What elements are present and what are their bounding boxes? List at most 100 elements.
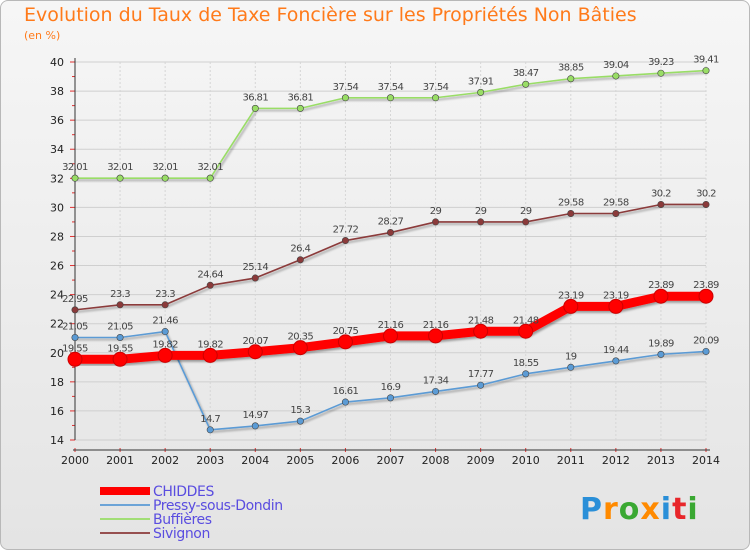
data-point <box>428 328 444 344</box>
data-label: 18.55 <box>513 358 539 369</box>
data-label: 19.82 <box>197 339 223 350</box>
data-point <box>206 426 214 434</box>
data-point <box>563 298 579 314</box>
axes: 14 16 18 20 22 24 26 28 30 32 34 36 38 40 2000 2001 2002… <box>50 56 720 467</box>
x-tick-label: 2010 <box>512 454 540 467</box>
y-tick-label: 14 <box>50 434 64 447</box>
data-label: 19 <box>565 351 577 362</box>
y-tick-label: 26 <box>50 260 64 273</box>
legend-label: Buffières <box>153 512 212 528</box>
data-label: 39.41 <box>693 55 719 66</box>
data-point <box>112 351 128 367</box>
data-point <box>116 334 124 342</box>
x-tick-label: 2013 <box>647 454 675 467</box>
data-point <box>522 80 530 88</box>
data-label: 20.75 <box>333 326 359 337</box>
data-label: 23.3 <box>110 289 130 300</box>
data-label: 37.54 <box>378 82 404 93</box>
data-point <box>341 237 349 245</box>
data-point <box>567 363 575 371</box>
y-tick-label: 32 <box>50 172 64 185</box>
x-tick-label: 2014 <box>692 454 720 467</box>
data-point <box>432 94 440 102</box>
data-point <box>698 288 714 304</box>
y-tick-label: 24 <box>50 289 64 302</box>
data-point <box>657 350 665 358</box>
data-label: 37.54 <box>423 82 449 93</box>
y-tick-label: 16 <box>50 405 64 418</box>
data-label: 17.34 <box>423 375 449 386</box>
data-label: 28.27 <box>378 217 404 228</box>
x-tick-label: 2003 <box>196 454 224 467</box>
data-label: 23.19 <box>558 290 584 301</box>
y-tick-label: 34 <box>50 143 64 156</box>
data-point <box>657 69 665 77</box>
y-tick-label: 22 <box>50 318 64 331</box>
data-label: 20.35 <box>288 332 314 343</box>
data-label: 38.47 <box>513 68 539 79</box>
data-label: 23.89 <box>648 280 674 291</box>
data-point <box>341 94 349 102</box>
data-point <box>157 347 173 363</box>
data-label: 14.7 <box>200 414 220 425</box>
x-tick-label: 2005 <box>286 454 314 467</box>
data-labels: 19.55 19.55 19.82 19.82 20.07 20.35 20.75 21.16… <box>62 55 719 425</box>
data-point <box>251 274 259 282</box>
data-label: 29.58 <box>603 197 629 208</box>
data-label: 32.01 <box>62 162 88 173</box>
data-label: 36.81 <box>242 92 268 103</box>
data-point <box>296 104 304 112</box>
data-point <box>292 340 308 356</box>
data-label: 24.64 <box>197 269 223 280</box>
x-tick-label: 2002 <box>151 454 179 467</box>
data-point <box>702 347 710 355</box>
data-label: 16.9 <box>381 382 401 393</box>
data-label: 30.2 <box>651 188 671 199</box>
data-point <box>202 347 218 363</box>
series-layer <box>67 67 714 434</box>
data-label: 19.89 <box>648 338 674 349</box>
data-label: 23.19 <box>603 290 629 301</box>
data-point <box>386 394 394 402</box>
data-point <box>432 387 440 395</box>
data-point <box>386 229 394 237</box>
data-label: 21.16 <box>378 320 404 331</box>
logo-letter: P <box>580 492 603 527</box>
data-label: 15.3 <box>290 405 310 416</box>
data-label: 20.09 <box>693 335 719 346</box>
data-point <box>71 174 79 182</box>
data-label: 14.97 <box>242 410 268 421</box>
data-point <box>702 200 710 208</box>
legend-label: Pressy-sous-Dondin <box>153 498 283 514</box>
data-point <box>612 72 620 80</box>
data-point <box>386 94 394 102</box>
data-label: 26.4 <box>290 244 310 255</box>
data-point <box>567 75 575 83</box>
data-label: 19.82 <box>152 339 178 350</box>
data-label: 21.16 <box>423 320 449 331</box>
x-tick-label: 2001 <box>106 454 134 467</box>
data-label: 21.48 <box>468 315 494 326</box>
logo-letter: x <box>640 492 661 527</box>
data-label: 17.77 <box>468 369 494 380</box>
data-point <box>251 104 259 112</box>
data-point <box>337 334 353 350</box>
y-tick-label: 38 <box>50 85 64 98</box>
proxiti-logo: Proxiti <box>580 492 699 527</box>
data-label: 21.48 <box>513 315 539 326</box>
legend-label: CHIDDES <box>153 484 214 500</box>
data-point <box>161 301 169 309</box>
data-label: 21.05 <box>62 322 88 333</box>
data-label: 37.54 <box>333 82 359 93</box>
data-point <box>341 398 349 406</box>
data-label: 32.01 <box>152 162 178 173</box>
data-label: 36.81 <box>288 92 314 103</box>
data-point <box>206 174 214 182</box>
x-tick-label: 2006 <box>331 454 359 467</box>
data-label: 38.85 <box>558 63 584 74</box>
data-label: 30.2 <box>696 188 716 199</box>
data-label: 27.72 <box>333 225 359 236</box>
y-tick-label: 36 <box>50 114 64 127</box>
y-tick-label: 40 <box>50 56 64 69</box>
